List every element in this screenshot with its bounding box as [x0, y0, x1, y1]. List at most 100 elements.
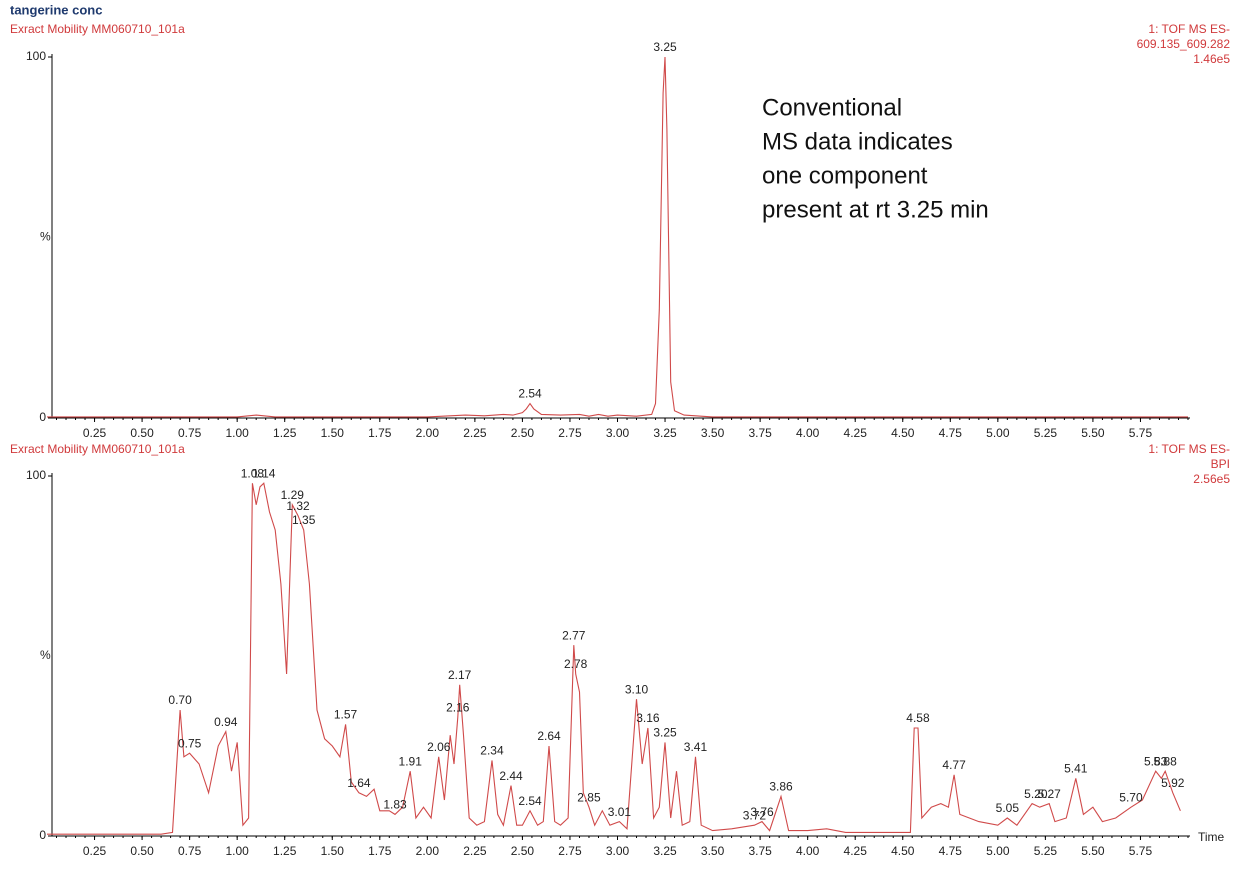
- note: present at rt 3.25 min: [762, 196, 989, 223]
- peak-label: 5.41: [1064, 762, 1088, 776]
- peak-label: 0.75: [178, 736, 202, 750]
- x-tick-label: 0.25: [83, 426, 107, 440]
- peak-label: 1.57: [334, 708, 358, 722]
- peak-label: 2.64: [537, 729, 561, 743]
- x-tick-label: 5.00: [986, 844, 1010, 858]
- trace: [47, 482, 1181, 835]
- x-tick-label: 2.50: [511, 844, 535, 858]
- x-tick-label: 3.25: [653, 426, 677, 440]
- x-tick-label: 4.75: [939, 426, 963, 440]
- peak-label: 2.17: [448, 668, 472, 682]
- x-tick-label: 3.00: [606, 426, 630, 440]
- x-tick-label: 2.75: [558, 426, 582, 440]
- peak-label: 3.25: [653, 40, 677, 54]
- subtitle: Exract Mobility MM060710_101a: [10, 442, 185, 456]
- peak-label: 5.70: [1119, 790, 1143, 804]
- peak-label: 5.20: [1024, 787, 1048, 801]
- trace-info: 2.56e5: [1193, 472, 1230, 486]
- x-tick-label: 1.00: [225, 844, 249, 858]
- trace: [47, 56, 1188, 418]
- x-tick-label: 0.75: [178, 844, 202, 858]
- x-tick-label: 5.75: [1129, 426, 1153, 440]
- x-tick-label: 1.25: [273, 844, 297, 858]
- peak-label: 1.91: [399, 754, 423, 768]
- sample-title: tangerine conc: [10, 2, 102, 17]
- trace-info: BPI: [1211, 457, 1230, 471]
- x-tick-label: 5.25: [1034, 844, 1058, 858]
- x-tick-label: 3.50: [701, 426, 725, 440]
- x-tick-label: 4.00: [796, 426, 820, 440]
- x-tick-label: 4.50: [891, 844, 915, 858]
- x-tick-label: 3.25: [653, 844, 677, 858]
- peak-label: 1.64: [347, 776, 371, 790]
- x-tick-label: 2.50: [511, 426, 535, 440]
- x-tick-label: 0.25: [83, 844, 107, 858]
- x-tick-label: 1.75: [368, 426, 392, 440]
- x-tick-label: 3.50: [701, 844, 725, 858]
- trace-info: 609.135_609.282: [1137, 37, 1231, 51]
- trace-info: 1: TOF MS ES-: [1148, 22, 1230, 36]
- peak-label: 2.34: [480, 744, 504, 758]
- x-tick-label: 4.25: [844, 426, 868, 440]
- x-tick-label: 5.00: [986, 426, 1010, 440]
- x-tick-label: 5.50: [1081, 844, 1105, 858]
- y-tick-label: 0: [39, 828, 46, 842]
- peak-label: 2.78: [564, 657, 588, 671]
- peak-label: 3.25: [653, 726, 677, 740]
- subtitle: Exract Mobility MM060710_101a: [10, 22, 185, 36]
- y-axis-label: %: [40, 648, 51, 662]
- peak-label: 2.85: [577, 790, 601, 804]
- peak-label: 2.06: [427, 740, 451, 754]
- y-tick-label: 100: [26, 49, 46, 63]
- peak-label: 1.83: [383, 798, 407, 812]
- peak-label: 1.08: [241, 466, 265, 480]
- trace-info: 1: TOF MS ES-: [1148, 442, 1230, 456]
- peak-label: 2.77: [562, 628, 586, 642]
- peak-label: 3.01: [608, 805, 632, 819]
- note: MS data indicates: [762, 128, 953, 155]
- peak-label: 3.16: [636, 711, 660, 725]
- x-tick-label: 3.75: [748, 844, 772, 858]
- y-tick-label: 0: [39, 410, 46, 424]
- peak-label: 1.14: [252, 466, 276, 480]
- x-tick-label: 1.50: [321, 426, 345, 440]
- x-tick-label: 5.50: [1081, 426, 1105, 440]
- x-tick-label: 2.00: [416, 844, 440, 858]
- peak-label: 5.27: [1037, 787, 1061, 801]
- x-tick-label: 1.25: [273, 426, 297, 440]
- x-tick-label: 0.75: [178, 426, 202, 440]
- peak-label: 5.88: [1154, 754, 1178, 768]
- peak-label: 3.72: [743, 808, 767, 822]
- x-tick-label: 0.50: [130, 426, 154, 440]
- peak-label: 1.29: [281, 488, 305, 502]
- peak-label: 3.10: [625, 682, 649, 696]
- x-tick-label: 1.75: [368, 844, 392, 858]
- peak-label: 3.76: [750, 805, 774, 819]
- peak-label: 0.70: [168, 693, 192, 707]
- x-tick-label: 5.75: [1129, 844, 1153, 858]
- x-tick-label: 3.75: [748, 426, 772, 440]
- x-tick-label: 2.75: [558, 844, 582, 858]
- peak-label: 3.41: [684, 740, 708, 754]
- peak-label: 2.54: [518, 387, 542, 401]
- x-tick-label: 0.50: [130, 844, 154, 858]
- x-tick-label: 4.25: [844, 844, 868, 858]
- peak-label: 5.83: [1144, 754, 1168, 768]
- note: one component: [762, 162, 928, 189]
- x-tick-label: 1.00: [225, 426, 249, 440]
- trace-info: 1.46e5: [1193, 52, 1230, 66]
- peak-label: 5.05: [996, 801, 1020, 815]
- x-tick-label: 4.75: [939, 844, 963, 858]
- peak-label: 2.54: [518, 794, 542, 808]
- x-tick-label: 3.00: [606, 844, 630, 858]
- peak-label: 4.77: [942, 758, 966, 772]
- peak-label: 0.94: [214, 715, 238, 729]
- note: Conventional: [762, 94, 902, 121]
- x-axis-label: Time: [1198, 830, 1225, 844]
- x-tick-label: 2.00: [416, 426, 440, 440]
- peak-label: 1.32: [286, 499, 310, 513]
- peak-label: 1.35: [292, 513, 316, 527]
- x-tick-label: 4.00: [796, 844, 820, 858]
- peak-label: 3.86: [769, 780, 793, 794]
